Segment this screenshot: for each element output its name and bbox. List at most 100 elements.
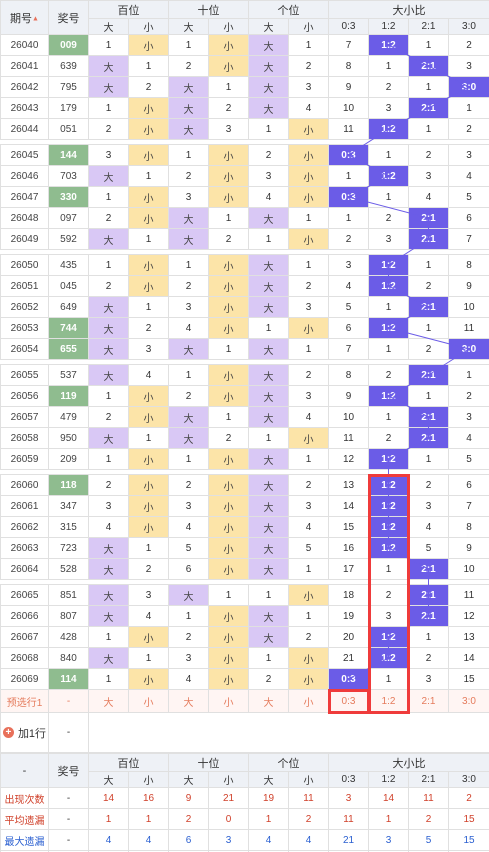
stats-label: 出现次数 <box>0 787 49 809</box>
small-cell: 1 <box>208 584 249 606</box>
table-row: 26069 114 1 小 4 小 2 小 0:3 1 3 15 <box>0 668 489 690</box>
ratio-cell: 1:2 <box>368 275 409 297</box>
stats-value: 4 <box>288 829 329 851</box>
ratio-cell: 2:1 <box>408 228 449 250</box>
big-cell: 大 <box>88 317 129 339</box>
big-cell: 大 <box>248 495 289 517</box>
small-cell: 2 <box>128 317 169 339</box>
predict-ratio[interactable]: 3:0 <box>448 689 489 713</box>
predict-cell[interactable]: 小 <box>208 689 249 713</box>
trend-table-header: 期号▲ 奖号 百位 十位 个位 大小比 大 小 大 小 大 小 0:3 1:2 … <box>0 0 489 35</box>
ratio-cell: 10 <box>448 296 489 318</box>
big-cell: 大 <box>248 537 289 559</box>
prize-number-cell: 950 <box>48 427 89 449</box>
ratio-cell: 3:0 <box>448 338 489 360</box>
issue-cell: 26060 <box>0 474 49 496</box>
ratio-cell: 9 <box>328 76 369 98</box>
predict-cell[interactable]: 小 <box>128 689 169 713</box>
ratio-cell: 1 <box>328 207 369 229</box>
ratio-cell: 10 <box>448 558 489 580</box>
small-cell: 1 <box>208 406 249 428</box>
ratio-cell: 5 <box>448 448 489 470</box>
stats-value: 16 <box>128 787 169 809</box>
ratio-cell: 11 <box>328 118 369 140</box>
big-cell: 3 <box>248 165 289 187</box>
ratio-cell: 21 <box>328 647 369 669</box>
ratio-cell: 17 <box>328 558 369 580</box>
predict-ratio[interactable]: 2:1 <box>408 689 449 713</box>
prize-number-cell: 051 <box>48 118 89 140</box>
small-subheader: 小 <box>128 771 169 788</box>
small-cell: 2 <box>288 55 329 77</box>
ratio-cell: 8 <box>448 254 489 276</box>
small-cell: 1 <box>288 605 329 627</box>
issue-cell: 26064 <box>0 558 49 580</box>
big-cell: 1 <box>248 427 289 449</box>
big-cell: 3 <box>88 495 129 517</box>
small-cell: 2 <box>208 427 249 449</box>
big-cell: 2 <box>168 275 209 297</box>
predict-ratio[interactable]: 0:3 <box>328 689 369 713</box>
stats-value: 1 <box>128 808 169 830</box>
ratio-cell: 8 <box>448 516 489 538</box>
small-cell: 小 <box>208 186 249 208</box>
issue-cell: 26059 <box>0 448 49 470</box>
ratio-cell: 2:1 <box>408 97 449 119</box>
issue-cell: 26040 <box>0 34 49 56</box>
issue-cell: 26043 <box>0 97 49 119</box>
big-cell: 1 <box>88 186 129 208</box>
table-row: 26051 045 2 小 2 小大 2 4 1:2 2 9 <box>0 275 489 297</box>
prize-number-cell: 537 <box>48 364 89 386</box>
issue-cell: 26063 <box>0 537 49 559</box>
ratio-cell: 1 <box>368 406 409 428</box>
ratio-cell: 15 <box>448 668 489 690</box>
big-cell: 1 <box>248 317 289 339</box>
stats-value: 3 <box>208 829 249 851</box>
stats-value: 11 <box>328 808 369 830</box>
stats-value: 21 <box>328 829 369 851</box>
ratio-cell: 3:0 <box>448 76 489 98</box>
plus-icon: + <box>2 727 14 738</box>
stats-value: 15 <box>448 829 489 851</box>
prize-number-cell: 114 <box>48 668 89 690</box>
stats-header: - 奖号 百位 十位 个位 大小比 大 小 大 小 大 小 0:3 1:2 2:… <box>0 753 489 852</box>
predict-cell[interactable]: 小 <box>288 689 329 713</box>
sort-updown-icon[interactable]: ▲ <box>32 15 39 23</box>
ratio-cell: 7 <box>328 34 369 56</box>
small-cell: 1 <box>288 558 329 580</box>
ratio-cell: 3 <box>328 254 369 276</box>
predict-ratio[interactable]: 1:2 <box>368 689 409 713</box>
small-cell: 3 <box>288 495 329 517</box>
predict-label[interactable]: 预选行1 <box>0 689 49 713</box>
big-subheader: 大 <box>168 18 209 35</box>
small-cell: 小 <box>208 317 249 339</box>
big-cell: 大 <box>168 76 209 98</box>
issue-cell: 26041 <box>0 55 49 77</box>
big-cell: 大 <box>248 605 289 627</box>
small-cell: 小 <box>288 427 329 449</box>
ratio-cell: 7 <box>328 338 369 360</box>
ratio-cell: 1 <box>328 165 369 187</box>
stats-value: 21 <box>208 787 249 809</box>
predict-cell[interactable]: 大 <box>248 689 289 713</box>
small-cell: 小 <box>208 647 249 669</box>
big-cell: 1 <box>168 34 209 56</box>
add-row-button[interactable]: + 加1行 <box>2 725 49 741</box>
stats-value: 6 <box>168 829 209 851</box>
predict-cell[interactable]: 大 <box>168 689 209 713</box>
predict-cell[interactable]: 大 <box>88 689 129 713</box>
big-cell: 大 <box>248 338 289 360</box>
table-row: 26056 119 1 小 2 小大 3 9 1:2 1 2 <box>0 385 489 407</box>
big-subheader: 大 <box>88 771 129 788</box>
add-row-cell[interactable]: + 加1行 <box>0 712 49 753</box>
big-cell: 大 <box>88 605 129 627</box>
small-cell: 1 <box>128 55 169 77</box>
table-row: 26063 723 大 1 5 小大 5 16 1:2 5 9 <box>0 537 489 559</box>
ratio-cell: 0:3 <box>328 668 369 690</box>
small-cell: 2 <box>128 558 169 580</box>
ratio-cell: 1 <box>368 186 409 208</box>
big-cell: 大 <box>88 647 129 669</box>
issue-header[interactable]: 期号▲ <box>0 0 49 35</box>
big-cell: 大 <box>168 338 209 360</box>
issue-cell: 26069 <box>0 668 49 690</box>
